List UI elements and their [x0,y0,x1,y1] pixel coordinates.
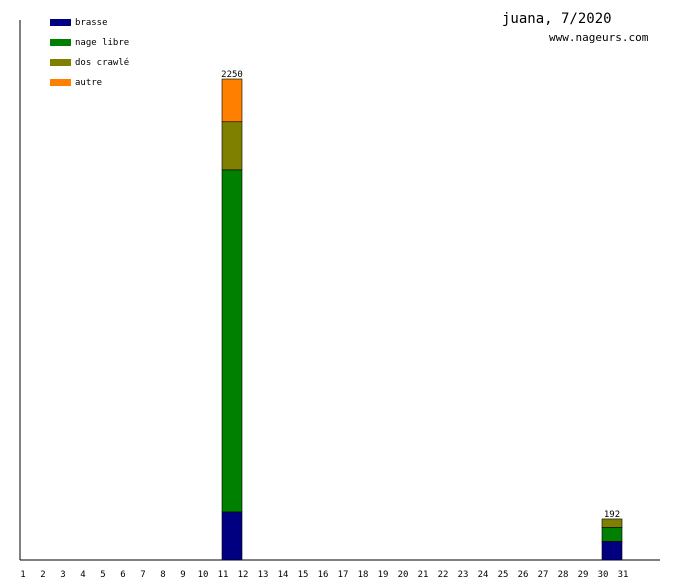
x-tick-26: 26 [518,570,529,580]
x-tick-22: 22 [438,570,449,580]
bar-segment-day-11-2 [221,121,243,171]
legend-label-2: dos crawlé [75,57,129,68]
x-tick-8: 8 [160,570,165,580]
x-tick-9: 9 [180,570,185,580]
x-tick-28: 28 [558,570,569,580]
x-tick-18: 18 [358,570,369,580]
total-label-day-30: 192 [604,510,620,520]
legend-swatch-2 [50,59,71,66]
x-tick-29: 29 [578,570,589,580]
legend: brasse nage libre dos crawlé autre [50,18,129,88]
x-tick-12: 12 [238,570,249,580]
x-tick-25: 25 [498,570,509,580]
legend-swatch-1 [50,39,71,46]
x-tick-20: 20 [398,570,409,580]
x-tick-21: 21 [418,570,429,580]
x-tick-13: 13 [258,570,269,580]
bar-totals: 2250 192 [221,70,620,520]
x-tick-10: 10 [198,570,209,580]
x-tick-30: 30 [598,570,609,580]
x-tick-17: 17 [338,570,349,580]
x-tick-23: 23 [458,570,469,580]
legend-swatch-3 [50,79,71,86]
bars [221,78,623,561]
chart-title: juana, 7/2020 [502,11,612,27]
bar-segment-day-11-0 [221,511,243,561]
x-tick-27: 27 [538,570,549,580]
x-tick-16: 16 [318,570,329,580]
x-tick-5: 5 [100,570,105,580]
x-tick-6: 6 [120,570,125,580]
legend-label-3: autre [75,78,102,88]
x-tick-labels: 1 2 3 4 5 6 7 8 9 10 11 12 13 14 15 16 17 18 19 20 21 22 23 24 2… [20,570,628,580]
bar-segment-day-11-1 [221,169,243,513]
x-tick-3: 3 [60,570,65,580]
x-tick-11: 11 [218,570,229,580]
x-tick-2: 2 [40,570,45,580]
x-tick-7: 7 [140,570,145,580]
x-tick-15: 15 [298,570,309,580]
legend-label-1: nage libre [75,38,129,48]
x-tick-31: 31 [618,570,629,580]
bar-segment-day-30-2 [601,518,623,528]
bar-segment-day-30-0 [601,541,623,561]
bar-segment-day-11-3 [221,78,243,123]
chart-subtitle: www.nageurs.com [549,31,649,44]
x-tick-1: 1 [20,570,25,580]
x-tick-14: 14 [278,570,289,580]
bar-segment-day-30-1 [601,527,623,542]
legend-label-0: brasse [75,18,108,28]
x-tick-4: 4 [80,570,85,580]
x-tick-24: 24 [478,570,489,580]
total-label-day-11: 2250 [221,70,243,80]
x-tick-19: 19 [378,570,389,580]
legend-swatch-0 [50,19,71,26]
